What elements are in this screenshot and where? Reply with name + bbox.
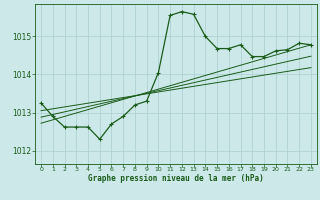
X-axis label: Graphe pression niveau de la mer (hPa): Graphe pression niveau de la mer (hPa) bbox=[88, 174, 264, 183]
